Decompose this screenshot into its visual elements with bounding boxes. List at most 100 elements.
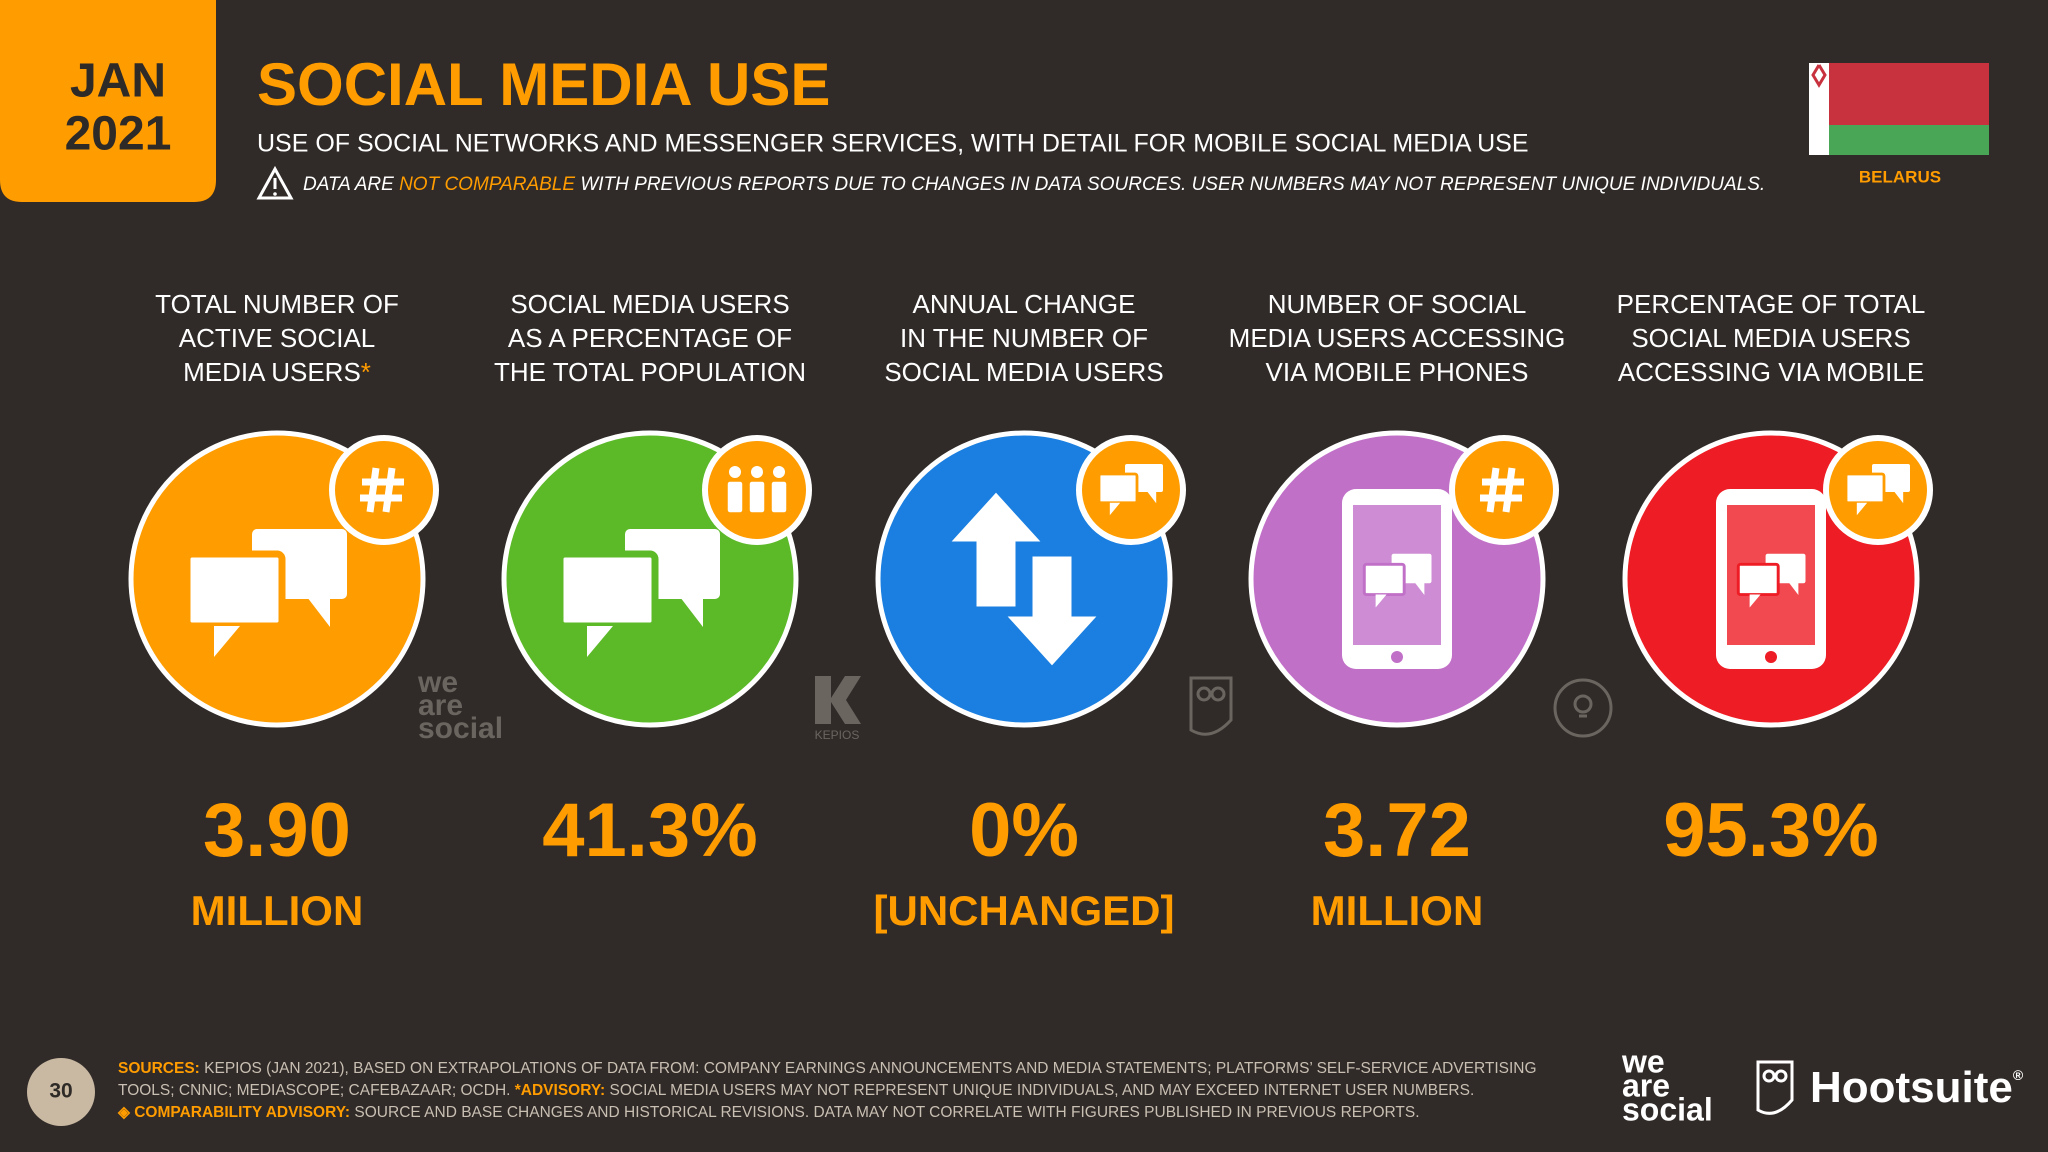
card-value: 95.3% [1663,788,1879,873]
card-label-line: MEDIA USERS ACCESSING [1229,323,1566,353]
card-badge [329,435,439,545]
warning-text: WITH PREVIOUS REPORTS DUE TO CHANGES IN … [580,174,1765,195]
icon-shape [366,467,380,513]
footer-brand: we are social [1621,1043,1713,1127]
card: PERCENTAGE OF TOTAL SOCIAL MEDIA USERS ACC… [1617,289,1933,873]
source-text: SOURCE AND BASE CHANGES AND HISTORICAL R… [354,1104,1420,1121]
card-label: SOCIAL MEDIA USERS [884,357,1163,387]
watermark-text: social [418,712,503,745]
card-label: ACCESSING VIA MOBILE [1618,357,1924,387]
icon-shape [214,626,240,657]
watermark-text: KEPIOS [815,728,860,742]
icon-shape [1844,472,1886,505]
card-label-line: SOCIAL MEDIA USERS [1631,323,1910,353]
card-label-line: ANNUAL CHANGE [913,289,1136,319]
icon-shape [307,597,330,627]
card-label-line: AS A PERCENTAGE OF [508,323,792,353]
icon-shape [1414,582,1425,595]
card-label: AS A PERCENTAGE OF [508,323,792,353]
icon-shape [1894,491,1904,504]
card-label: VIA MOBILE PHONES [1266,357,1529,387]
warning: DATA ARE NOT COMPARABLE WITH PREVIOUS RE… [303,174,1765,195]
brand-text: we [1621,1043,1665,1079]
icon-shape [940,485,1052,612]
card-label-line: SOCIAL MEDIA USERS [884,357,1163,387]
card-label-line: PERCENTAGE OF TOTAL [1617,289,1926,319]
source-heading: *ADVISORY: [514,1082,606,1099]
card-label-line: IN THE NUMBER OF [900,323,1148,353]
card-value: 3.90 [203,788,351,873]
card-label-line: VIA MOBILE PHONES [1266,357,1529,387]
card-label-line: ACCESSING VIA MOBILE [1618,357,1924,387]
source-text: SOCIAL MEDIA USERS MAY NOT REPRESENT UNI… [609,1082,1475,1099]
card-label: SOCIAL MEDIA USERS [510,289,789,319]
source-heading: ◈ COMPARABILITY ADVISORY: [118,1104,351,1121]
icon-shape [773,466,785,478]
icon-shape [1749,594,1761,608]
card-value: 0% [969,788,1079,873]
card-value: 3.72 [1323,788,1471,873]
icon-shape [1502,467,1516,513]
icon-shape [1147,491,1157,504]
page-badge [27,1058,95,1126]
icon-shape [1097,472,1139,505]
icon-shape [996,551,1108,673]
card-label: NUMBER OF SOCIAL [1268,289,1527,319]
card-label: MEDIA USERS ACCESSING [1229,323,1566,353]
card-label: SOCIAL MEDIA USERS [1631,323,1910,353]
icon-shape [1362,562,1406,597]
date-badge [0,0,216,202]
icon-shape [1856,502,1868,516]
icon-shape [382,467,396,513]
icon-shape [1391,651,1403,663]
kepios-logo: KEPIOS [815,676,861,742]
card: ANNUAL CHANGE IN THE NUMBER OF SOCIAL MEDI… [874,289,1186,934]
year: 2021 [65,108,172,161]
bulb-logo [1553,678,1613,738]
icon-shape [1375,594,1387,608]
hootsuite-name: Hootsuite [1810,1063,2013,1112]
card-label: TOTAL NUMBER OF [155,289,399,319]
card-label: ANNUAL CHANGE [913,289,1136,319]
card-unit: MILLION [1311,887,1484,934]
icon-shape [556,550,659,630]
icon-shape [183,550,286,630]
source-text: KEPIOS (JAN 2021), BASED ON EXTRAPOLATIO… [118,1060,1537,1099]
warning-icon [256,165,294,200]
card-label: IN THE NUMBER OF [900,323,1148,353]
card: SOCIAL MEDIA USERS AS A PERCENTAGE OF THE … [494,289,812,873]
warning-highlight: NOT COMPARABLE [399,174,575,195]
icon-shape [1486,467,1500,513]
card-label-line: SOCIAL MEDIA USERS [510,289,789,319]
page-number: 30 [49,1080,72,1103]
card-label: ACTIVE SOCIAL [179,323,376,353]
icon-shape [726,480,744,514]
icon-shape [680,597,703,627]
source-heading: SOURCES: [118,1060,200,1077]
icon-shape [1788,582,1799,595]
icon-shape [587,626,613,657]
icon-shape [1736,562,1780,597]
card-label-line: MEDIA USERS [183,357,361,387]
icon-shape [751,466,763,478]
card: TOTAL NUMBER OF ACTIVE SOCIAL MEDIA USERS*… [128,289,439,934]
card-label: MEDIA USERS* [183,357,371,387]
watermark-brand: we are social [417,666,503,745]
card-label: THE TOTAL POPULATION [494,357,806,387]
card-unit: [UNCHANGED] [874,887,1175,934]
card-label: PERCENTAGE OF TOTAL [1617,289,1926,319]
subtitle: USE OF SOCIAL NETWORKS AND MESSENGER SER… [257,130,1529,158]
flag [1809,63,1989,155]
icon-shape [770,480,788,514]
warning-text: DATA ARE [303,174,394,195]
trademark: ® [2013,1067,2024,1083]
title: SOCIAL MEDIA USE [257,51,830,118]
card-label-line: NUMBER OF SOCIAL [1268,289,1527,319]
watermark-text: we [417,666,458,699]
country: BELARUS [1859,167,1941,186]
hootsuite: Hootsuite® [1810,1063,2024,1112]
owl-logo [1189,676,1233,736]
watermark-text: are [418,689,463,722]
card-unit: MILLION [191,887,364,934]
